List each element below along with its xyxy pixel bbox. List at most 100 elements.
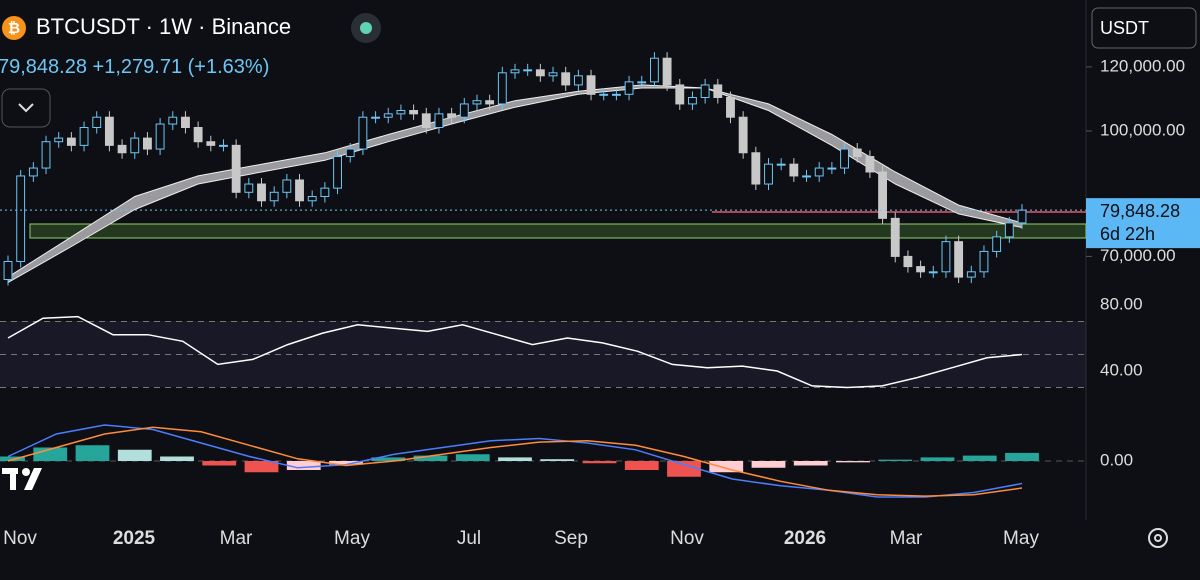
macd-hist (540, 459, 575, 461)
candle (28, 167, 38, 177)
currency-button[interactable]: USDT (1091, 7, 1197, 49)
candle (282, 179, 292, 193)
candle (688, 96, 697, 105)
candle (295, 179, 304, 202)
candle (624, 81, 634, 95)
candle (358, 116, 368, 150)
candle (16, 175, 26, 262)
candle (890, 217, 900, 257)
signal-line (7, 426, 1023, 497)
candle (764, 163, 773, 185)
candle (916, 266, 926, 273)
last-price-box (1086, 198, 1200, 249)
x-tick-label: Mar (220, 528, 253, 549)
candle (865, 156, 875, 173)
candle (333, 156, 342, 189)
candle (1017, 209, 1027, 224)
candle (586, 75, 596, 95)
rsi-tick-label: 40.00 (1100, 360, 1143, 379)
candle (738, 116, 748, 154)
candle (1004, 222, 1014, 238)
x-tick-label: May (1003, 528, 1039, 549)
candle (3, 260, 13, 281)
candle (573, 75, 583, 86)
candle (54, 137, 64, 143)
macd-hist (371, 457, 406, 461)
macd-hist (920, 457, 955, 461)
macd-hist (160, 456, 194, 461)
macd-line (7, 424, 1023, 498)
candle (434, 113, 444, 129)
candle (41, 141, 51, 169)
x-tick-label: 2026 (784, 528, 826, 549)
candle (447, 113, 457, 118)
candle (79, 127, 89, 146)
candle (257, 183, 266, 202)
candle (776, 163, 786, 166)
macd-hist (329, 461, 363, 465)
macd-hist (244, 461, 279, 473)
y-tick-label: 70,000.00 (1100, 246, 1176, 265)
candle (852, 148, 862, 158)
rsi-line (7, 315, 1023, 389)
candle (840, 148, 849, 169)
support-zone (29, 223, 1087, 239)
macd-tick-label: 0.00 (1100, 450, 1133, 469)
candle (396, 110, 406, 115)
candle (345, 148, 355, 158)
candle (802, 175, 811, 178)
candle (320, 187, 330, 198)
candle (168, 116, 178, 125)
candle (219, 144, 228, 147)
candle (130, 137, 140, 154)
macd-hist (962, 455, 997, 461)
candle (421, 113, 431, 129)
macd-hist (75, 445, 110, 461)
rsi-tick-label: 80.00 (1100, 294, 1143, 313)
candle (459, 103, 469, 118)
candle (675, 84, 685, 105)
candle (523, 69, 533, 72)
y-tick-label: 100,000.00 (1100, 120, 1185, 139)
candle (928, 271, 938, 274)
candle (383, 113, 393, 118)
candle (510, 69, 520, 74)
candle (700, 84, 710, 98)
x-tick-label: Nov (3, 528, 37, 549)
candle (789, 163, 799, 177)
macd-hist (582, 461, 617, 464)
candle (269, 191, 279, 202)
settings-button[interactable] (1148, 528, 1168, 548)
candle (561, 72, 571, 86)
candle (878, 171, 888, 219)
candle (142, 137, 152, 150)
candle (155, 123, 165, 150)
last-price: 79,848.28 (1100, 201, 1180, 221)
macd-hist (624, 461, 659, 470)
macd-hist (836, 461, 870, 463)
candle (231, 144, 241, 193)
macd-hist (286, 461, 321, 470)
coin-icon (2, 16, 26, 40)
candle (307, 196, 317, 202)
candle (814, 167, 824, 177)
macd-hist (751, 461, 786, 468)
macd-hist (117, 449, 152, 461)
candle (104, 116, 114, 146)
candle (193, 127, 203, 143)
macd-hist (0, 456, 25, 461)
x-tick-label: Mar (890, 528, 923, 549)
collapse-button[interactable] (1, 88, 51, 128)
y-tick-label: 120,000.00 (1100, 56, 1185, 75)
candle (966, 271, 976, 278)
svg-text:₿: ₿ (8, 20, 20, 37)
candle (751, 152, 761, 185)
x-tick-label: May (334, 528, 370, 549)
x-tick-label: Sep (554, 528, 588, 549)
macd-hist (413, 455, 448, 461)
candle (66, 137, 76, 146)
candle (485, 100, 495, 105)
candle (979, 250, 989, 273)
candle (244, 183, 254, 193)
